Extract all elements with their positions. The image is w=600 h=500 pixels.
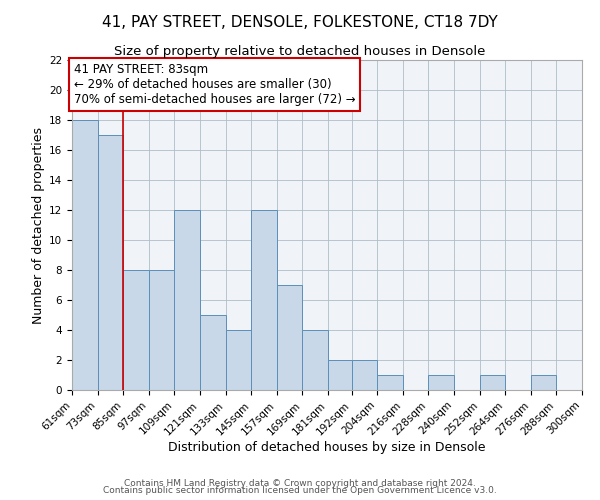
Bar [377,375,403,390]
Bar [531,375,556,390]
Text: Contains HM Land Registry data © Crown copyright and database right 2024.: Contains HM Land Registry data © Crown c… [124,478,476,488]
Text: 41, PAY STREET, DENSOLE, FOLKESTONE, CT18 7DY: 41, PAY STREET, DENSOLE, FOLKESTONE, CT1… [102,15,498,30]
X-axis label: Distribution of detached houses by size in Densole: Distribution of detached houses by size … [168,440,486,454]
Bar [428,375,454,390]
Y-axis label: Number of detached properties: Number of detached properties [32,126,45,324]
Bar [175,210,200,390]
Bar [251,210,277,390]
Bar [352,360,377,390]
Bar [226,330,251,390]
Text: Contains public sector information licensed under the Open Government Licence v3: Contains public sector information licen… [103,486,497,495]
Bar [200,315,226,390]
Bar [582,375,600,390]
Bar [72,120,98,390]
Bar [479,375,505,390]
Bar [149,270,175,390]
Bar [302,330,328,390]
Bar [328,360,352,390]
Text: Size of property relative to detached houses in Densole: Size of property relative to detached ho… [115,45,485,58]
Text: 41 PAY STREET: 83sqm
← 29% of detached houses are smaller (30)
70% of semi-detac: 41 PAY STREET: 83sqm ← 29% of detached h… [74,63,356,106]
Bar [277,285,302,390]
Bar [123,270,149,390]
Bar [98,135,123,390]
